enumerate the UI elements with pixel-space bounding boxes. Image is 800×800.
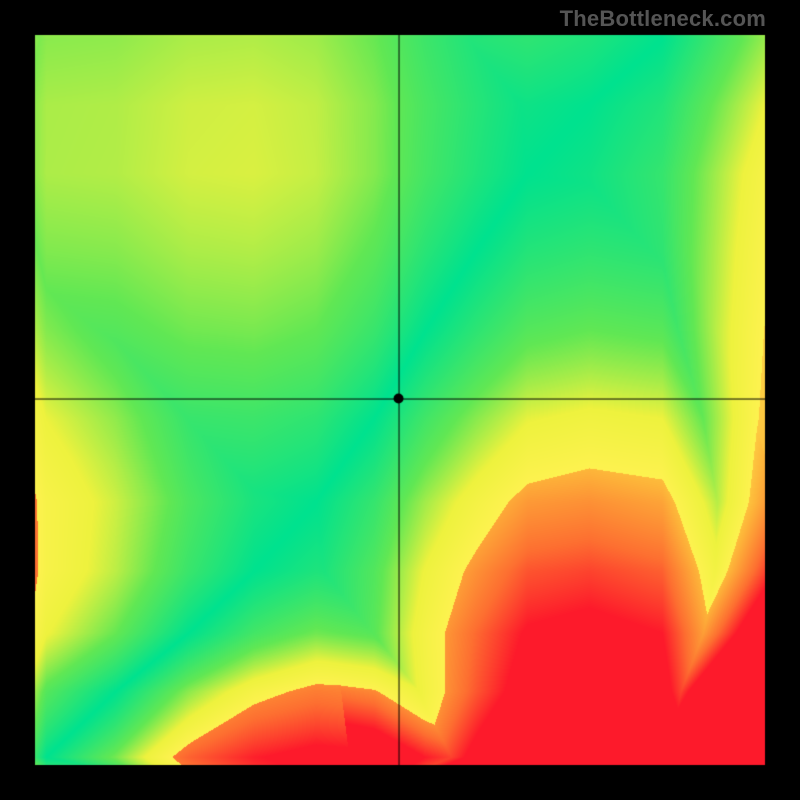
chart-container: TheBottleneck.com [0, 0, 800, 800]
bottleneck-heatmap [0, 0, 800, 800]
